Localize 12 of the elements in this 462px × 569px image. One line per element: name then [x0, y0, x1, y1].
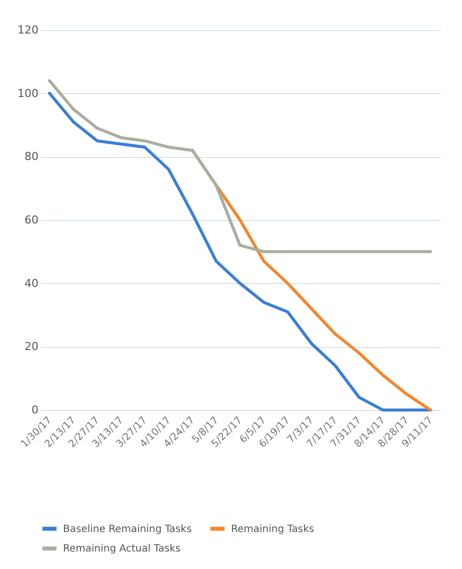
y-tick-label: 60	[24, 214, 38, 226]
legend-label: Remaining Tasks	[231, 524, 314, 535]
y-tick-label: 120	[18, 24, 38, 36]
line-series	[48, 79, 432, 254]
line-series	[48, 92, 432, 412]
y-tick-label: 20	[24, 340, 38, 354]
y-tick-label: 100	[18, 86, 38, 100]
y-tick-label: 80	[24, 150, 38, 164]
y-tick-label: 0	[32, 404, 38, 416]
legend-label: Remaining Actual Tasks	[63, 544, 181, 554]
y-tick-label: 40	[24, 276, 38, 290]
legend-label: Baseline Remaining Tasks	[63, 524, 192, 535]
